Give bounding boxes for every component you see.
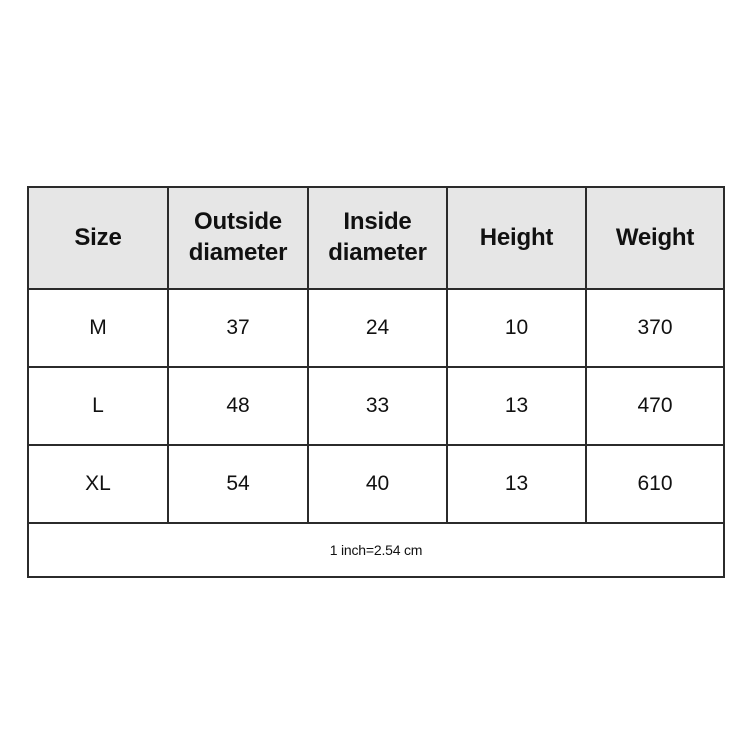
table-row: L 48 33 13 470 xyxy=(27,366,725,446)
column-header-weight-line-1: Weight xyxy=(615,223,695,251)
cell-size: L xyxy=(27,366,169,446)
table-header: Size Outside diameter Inside diameter He… xyxy=(27,186,725,290)
table-footer-row: 1 inch=2.54 cm xyxy=(27,522,725,578)
column-header-outside-diameter-line-2: diameter xyxy=(188,239,288,266)
cell-outside-diameter: 48 xyxy=(167,366,309,446)
cell-weight: 470 xyxy=(585,366,725,446)
table-body: M 37 24 10 370 L 48 33 13 470 XL 54 40 xyxy=(27,288,725,578)
column-header-outside-diameter-line-1: Outside xyxy=(194,208,282,236)
cell-outside-diameter: 54 xyxy=(167,444,309,524)
size-chart-container: Size Outside diameter Inside diameter He… xyxy=(27,186,725,578)
cell-height: 10 xyxy=(446,288,587,368)
column-header-weight: Weight xyxy=(585,186,725,290)
column-header-height: Height xyxy=(446,186,587,290)
cell-inside-diameter: 24 xyxy=(307,288,448,368)
cell-weight: 370 xyxy=(585,288,725,368)
column-header-size: Size xyxy=(27,186,169,290)
cell-size: M xyxy=(27,288,169,368)
unit-conversion-note: 1 inch=2.54 cm xyxy=(27,522,725,578)
column-header-inside-diameter-line-2: diameter xyxy=(328,239,427,266)
cell-inside-diameter: 40 xyxy=(307,444,448,524)
cell-inside-diameter: 33 xyxy=(307,366,448,446)
column-header-size-line-1: Size xyxy=(74,223,122,251)
column-header-inside-diameter: Inside diameter xyxy=(307,186,448,290)
table-row: XL 54 40 13 610 xyxy=(27,444,725,524)
cell-height: 13 xyxy=(446,444,587,524)
column-header-outside-diameter: Outside diameter xyxy=(167,186,309,290)
cell-size: XL xyxy=(27,444,169,524)
column-header-height-line-1: Height xyxy=(479,223,554,251)
table-row: M 37 24 10 370 xyxy=(27,288,725,368)
cell-weight: 610 xyxy=(585,444,725,524)
size-chart-table: Size Outside diameter Inside diameter He… xyxy=(27,186,725,578)
cell-height: 13 xyxy=(446,366,587,446)
table-header-row: Size Outside diameter Inside diameter He… xyxy=(27,186,725,290)
column-header-inside-diameter-line-1: Inside xyxy=(343,208,412,236)
cell-outside-diameter: 37 xyxy=(167,288,309,368)
